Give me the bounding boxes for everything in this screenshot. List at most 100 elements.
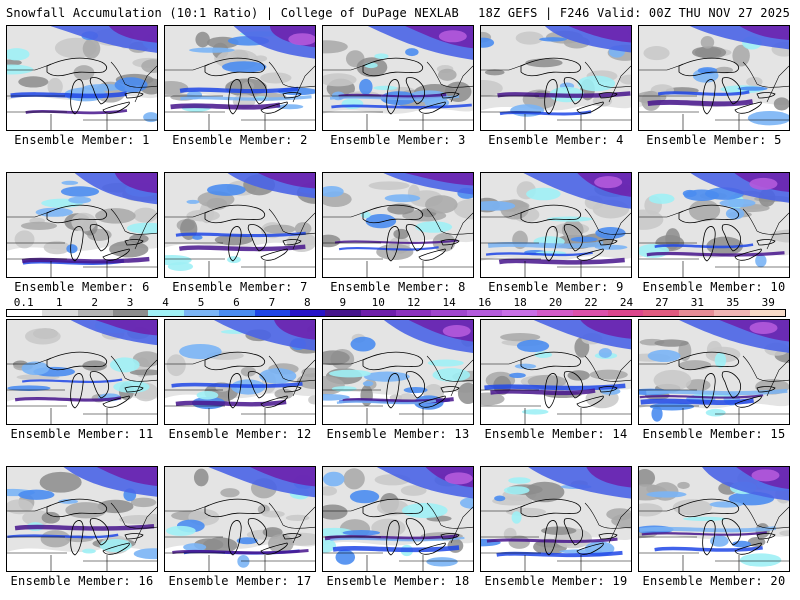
- ensemble-member-label: Ensemble Member: 7: [172, 280, 308, 294]
- colorbar-tick-label: 20: [548, 296, 563, 309]
- snowfall-map: [165, 320, 315, 424]
- colorbar-swatch: [431, 310, 467, 316]
- snowfall-map: [7, 173, 157, 277]
- colorbar-tick-label: 7: [268, 296, 276, 309]
- colorbar-swatch: [289, 310, 326, 316]
- snowfall-map: [323, 173, 473, 277]
- ensemble-member-label: Ensemble Member: 11: [10, 427, 154, 441]
- colorbar-swatch: [7, 310, 43, 316]
- ensemble-member-label: Ensemble Member: 15: [642, 427, 786, 441]
- colorbar-tick-label: 39: [761, 296, 775, 309]
- colorbar-swatch: [219, 310, 255, 316]
- snowfall-map: [165, 467, 315, 571]
- snowfall-map: [323, 467, 473, 571]
- ensemble-member-label: Ensemble Member: 18: [326, 574, 470, 588]
- colorbar-tick-label: 6: [233, 296, 240, 309]
- ensemble-member-label: Ensemble Member: 2: [172, 133, 308, 147]
- colorbar-swatch: [749, 310, 785, 316]
- colorbar-swatch: [148, 310, 184, 316]
- colorbar-tick-label: 16: [478, 296, 492, 309]
- ensemble-member-label: Ensemble Member: 4: [488, 133, 624, 147]
- colorbar-swatch: [643, 310, 679, 316]
- ensemble-map-panel: [638, 319, 790, 425]
- ensemble-member-label: Ensemble Member: 20: [642, 574, 786, 588]
- ensemble-map-panel: [480, 466, 632, 572]
- colorbar-tick-label: 8: [304, 296, 311, 309]
- snowfall-map: [7, 467, 157, 571]
- colorbar-swatch: [608, 310, 644, 316]
- colorbar-tick-label: 4: [162, 296, 169, 309]
- colorbar-swatch: [113, 310, 149, 316]
- colorbar-tick-label: 14: [442, 296, 456, 309]
- snowfall-map: [481, 26, 631, 130]
- snowfall-map: [639, 26, 789, 130]
- ensemble-member-label: Ensemble Member: 17: [168, 574, 312, 588]
- colorbar-swatch: [502, 310, 538, 316]
- colorbar-tick-label: 35: [726, 296, 740, 309]
- colorbar-swatch: [77, 310, 114, 316]
- colorbar-swatch: [325, 310, 361, 316]
- colorbar-swatch: [42, 310, 78, 316]
- ensemble-map-panel: [164, 319, 316, 425]
- ensemble-map-panel: [164, 466, 316, 572]
- colorbar: [6, 309, 786, 317]
- ensemble-map-panel: [164, 172, 316, 278]
- ensemble-member-label: Ensemble Member: 10: [642, 280, 786, 294]
- colorbar-tick-label: 1: [55, 296, 63, 309]
- ensemble-member-label: Ensemble Member: 6: [14, 280, 150, 294]
- colorbar-tick-label: 5: [197, 296, 205, 309]
- colorbar-tick-label: 12: [407, 296, 421, 309]
- snowfall-map: [7, 320, 157, 424]
- colorbar-swatch: [466, 310, 503, 316]
- ensemble-map-panel: [6, 25, 158, 131]
- snowfall-map: [639, 467, 789, 571]
- colorbar-tick-label: 9: [339, 296, 347, 309]
- snowfall-map: [323, 320, 473, 424]
- ensemble-member-label: Ensemble Member: 13: [326, 427, 470, 441]
- colorbar-tick-label: 2: [91, 296, 98, 309]
- ensemble-map-panel: [638, 466, 790, 572]
- snowfall-map: [165, 173, 315, 277]
- ensemble-map-panel: [322, 172, 474, 278]
- snowfall-map: [165, 26, 315, 130]
- ensemble-member-label: Ensemble Member: 1: [14, 133, 150, 147]
- colorbar-swatch: [183, 310, 220, 316]
- ensemble-member-label: Ensemble Member: 9: [488, 280, 624, 294]
- colorbar-swatch: [360, 310, 396, 316]
- ensemble-member-label: Ensemble Member: 8: [330, 280, 466, 294]
- colorbar-tick-label: 31: [690, 296, 704, 309]
- ensemble-map-panel: [322, 466, 474, 572]
- ensemble-member-label: Ensemble Member: 16: [10, 574, 154, 588]
- ensemble-member-label: Ensemble Member: 14: [484, 427, 628, 441]
- colorbar-swatch: [395, 310, 432, 316]
- ensemble-map-panel: [6, 466, 158, 572]
- colorbar-tick-label: 22: [584, 296, 598, 309]
- ensemble-map-panel: [6, 319, 158, 425]
- ensemble-map-panel: [638, 172, 790, 278]
- ensemble-map-panel: [164, 25, 316, 131]
- colorbar-tick-label: 18: [513, 296, 527, 309]
- snowfall-map: [639, 173, 789, 277]
- colorbar-swatch: [254, 310, 290, 316]
- colorbar-tick-label: 27: [655, 296, 669, 309]
- ensemble-member-label: Ensemble Member: 12: [168, 427, 312, 441]
- ensemble-map-panel: [480, 319, 632, 425]
- snowfall-map: [7, 26, 157, 130]
- snowfall-map: [639, 320, 789, 424]
- ensemble-map-panel: [322, 25, 474, 131]
- map-title: Snowfall Accumulation (10:1 Ratio) | Col…: [6, 6, 459, 20]
- colorbar-tick-label: 10: [371, 296, 385, 309]
- colorbar-swatch: [678, 310, 715, 316]
- ensemble-member-label: Ensemble Member: 5: [646, 133, 782, 147]
- colorbar-swatch: [537, 310, 573, 316]
- ensemble-map-panel: [480, 25, 632, 131]
- model-run-info: 18Z GEFS | F246 Valid: 00Z THU NOV 27 20…: [478, 6, 790, 20]
- snowfall-map: [481, 467, 631, 571]
- ensemble-map-panel: [638, 25, 790, 131]
- colorbar-swatch: [572, 310, 609, 316]
- ensemble-map-panel: [322, 319, 474, 425]
- ensemble-member-label: Ensemble Member: 3: [330, 133, 466, 147]
- snowfall-map: [323, 26, 473, 130]
- colorbar-tick-label: 3: [126, 296, 134, 309]
- ensemble-map-panel: [6, 172, 158, 278]
